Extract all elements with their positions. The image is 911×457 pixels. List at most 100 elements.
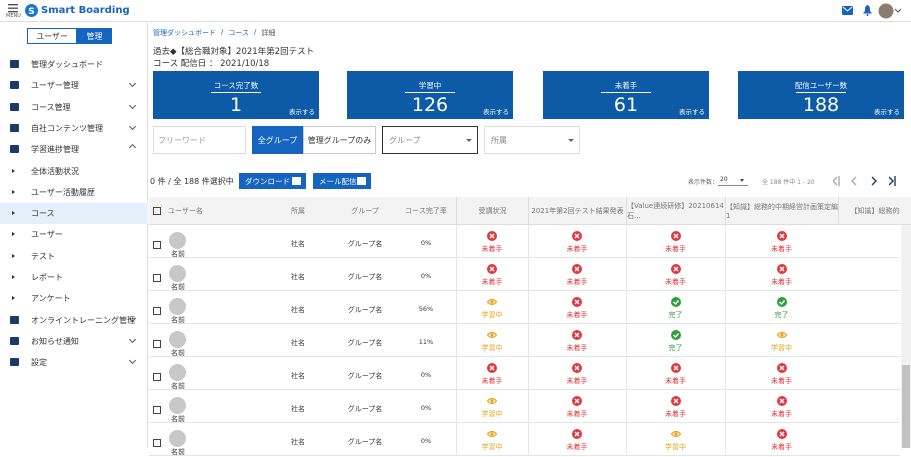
status-label: 未着手: [566, 278, 588, 286]
nav-label: 自社コンテンツ管理: [31, 123, 103, 133]
nav-item[interactable]: [0, 352, 148, 373]
menu-icon[interactable]: [8, 3, 20, 13]
checkbox[interactable]: [153, 207, 161, 215]
checkbox[interactable]: [153, 406, 161, 414]
status-label: 未着手: [771, 410, 792, 418]
status-icon: [776, 429, 787, 439]
bullet: [12, 211, 15, 216]
cell-border: [528, 423, 529, 456]
pager-button[interactable]: [871, 176, 880, 186]
checkbox[interactable]: [153, 373, 161, 381]
avatar: [169, 298, 186, 315]
avatar[interactable]: [878, 3, 902, 19]
pager-button[interactable]: [833, 176, 842, 186]
nav-item[interactable]: [0, 97, 148, 118]
cell-border: [626, 258, 627, 291]
logo[interactable]: Smart Boarding: [41, 5, 130, 16]
status-icon: [487, 331, 497, 339]
table-row: [149, 258, 900, 291]
toggle-button[interactable]: 管理: [77, 28, 112, 44]
nav-icon: [10, 102, 19, 111]
cell-border: [725, 225, 726, 258]
user-name: 名前: [171, 448, 185, 456]
breadcrumb-item[interactable]: 管理ダッシュボード: [153, 29, 216, 37]
table-header: [149, 197, 911, 225]
completion-rate: 56%: [418, 305, 434, 313]
status-label: 未着手: [665, 410, 686, 418]
nav-subitem[interactable]: テスト: [31, 251, 55, 261]
stat-link[interactable]: 表示する: [289, 108, 315, 116]
cell-border: [725, 324, 726, 357]
nav-subitem[interactable]: アンケート: [31, 294, 71, 304]
stat-card: 配信ユーザー数 188 表示する: [738, 71, 904, 119]
completion-rate: 0%: [420, 404, 432, 412]
stat-card: 学習中 126 表示する: [347, 71, 513, 119]
breadcrumb-separator: /: [221, 28, 224, 36]
breadcrumb-item[interactable]: コース: [228, 29, 250, 37]
nav-subitem[interactable]: ユーザー活動履歴: [31, 187, 95, 197]
completion-rate: 11%: [418, 338, 434, 346]
status-icon: [572, 297, 582, 307]
nav-subitem[interactable]: レポート: [31, 273, 63, 282]
per-page-label: 表示件数：: [688, 179, 719, 186]
per-page-select[interactable]: 20: [718, 174, 748, 186]
status-icon: [487, 397, 497, 405]
group: グループ名: [347, 372, 383, 380]
status-label: 未着手: [771, 443, 792, 451]
completion-rate: 0%: [420, 239, 432, 247]
status-label: 完了: [668, 311, 683, 319]
filter-button[interactable]: 管理グループのみ: [303, 126, 376, 154]
user-name: 名前: [171, 283, 185, 291]
nav-subitem[interactable]: 全体活動状況: [31, 166, 79, 176]
cell-border: [626, 291, 627, 324]
toggle-button[interactable]: ユーザー: [27, 28, 77, 44]
status-label: 学習中: [481, 443, 503, 451]
stat-label: 未着手: [614, 81, 638, 90]
stat-value: 188: [802, 94, 840, 116]
pager-button[interactable]: [851, 176, 860, 186]
status-label: 未着手: [566, 344, 588, 352]
cell-border: [725, 258, 726, 291]
avatar: [169, 397, 186, 414]
completion-rate: 0%: [420, 371, 432, 379]
nav-icon: [10, 336, 19, 345]
select[interactable]: 所属: [484, 126, 580, 154]
action-button[interactable]: ダウンロード: [239, 173, 306, 189]
checkbox[interactable]: [153, 340, 161, 348]
affiliation: 社名: [291, 438, 305, 446]
action-button[interactable]: メール配信: [313, 173, 371, 189]
stat-link[interactable]: 表示する: [483, 108, 509, 116]
stat-link[interactable]: 表示する: [679, 108, 705, 116]
nav-icon: [10, 81, 19, 90]
status-label: 未着手: [566, 410, 588, 418]
status-label: 未着手: [665, 245, 686, 253]
checkbox[interactable]: [153, 241, 161, 249]
status-icon: [776, 396, 787, 406]
status-label: 未着手: [771, 278, 792, 286]
pager-button[interactable]: [889, 176, 898, 186]
logo-icon: S: [25, 4, 38, 17]
checkbox[interactable]: [153, 439, 161, 447]
nav-subitem[interactable]: ユーザー: [31, 230, 63, 240]
checkbox[interactable]: [153, 307, 161, 315]
avatar: [169, 364, 186, 381]
filter-button[interactable]: 全グループ: [252, 126, 303, 154]
user-name: 名前: [171, 250, 185, 258]
cell-border: [528, 390, 529, 423]
keyword-input[interactable]: フリーワード: [153, 126, 246, 154]
bullet: [12, 253, 15, 258]
mail-icon[interactable]: [842, 6, 853, 15]
stat-link[interactable]: 表示する: [874, 108, 900, 116]
nav-subitem[interactable]: コース: [31, 209, 55, 219]
status-icon: [487, 264, 497, 274]
checkbox[interactable]: [153, 274, 161, 282]
select[interactable]: グループ: [382, 126, 478, 154]
stat-label: 配信ユーザー数: [794, 81, 848, 90]
cell-border: [626, 225, 627, 258]
bell-icon[interactable]: [863, 5, 872, 16]
avatar: [169, 265, 186, 282]
cell-border: [456, 357, 457, 390]
avatar: [169, 232, 186, 249]
stat-divider: [211, 92, 261, 93]
column-header: 【知識】総務的: [838, 197, 911, 225]
